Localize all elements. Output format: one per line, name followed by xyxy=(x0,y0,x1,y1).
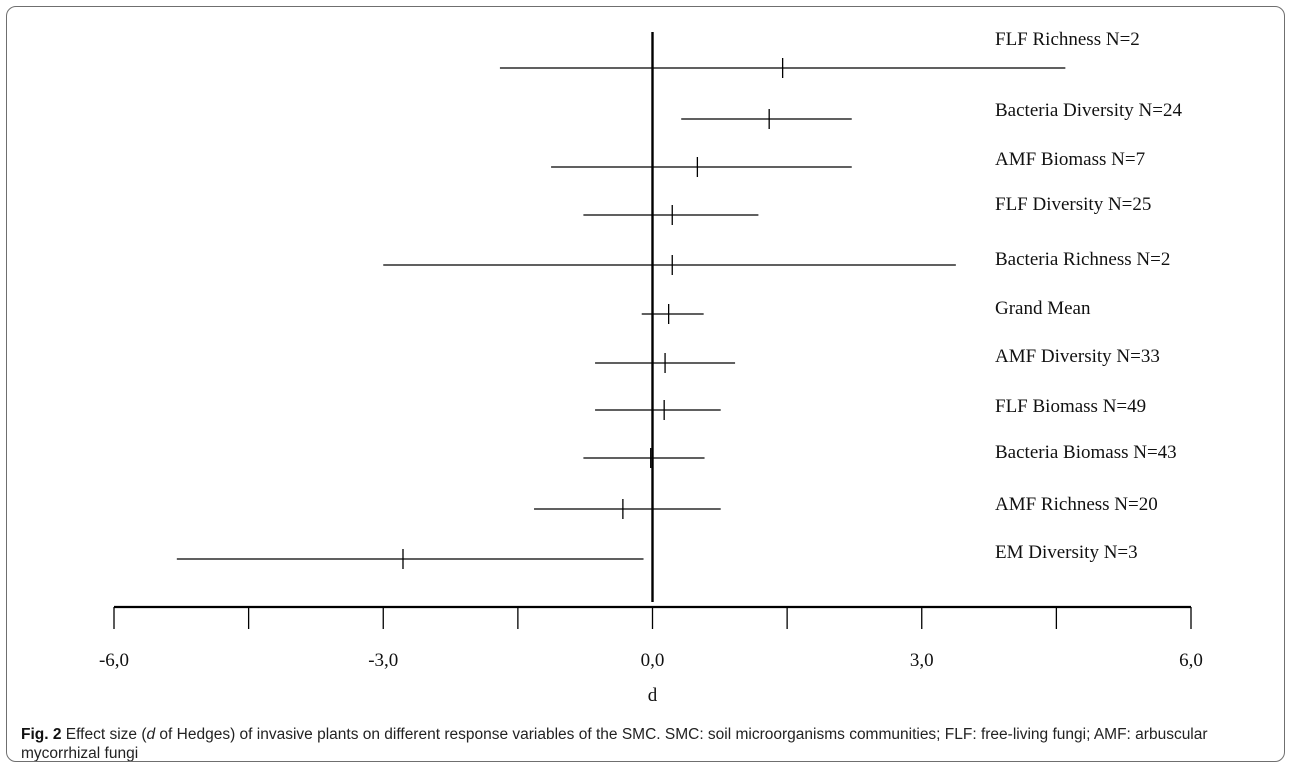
x-axis-label: d xyxy=(648,685,658,706)
forest-plot: -6,0 -3,0 0,0 3,0 6,0 d FLF Richness N=2 Bacter… xyxy=(99,29,1203,706)
caption-italic-d: d xyxy=(146,726,156,743)
row-label: FLF Richness N=2 xyxy=(995,29,1140,50)
row-label: FLF Biomass N=49 xyxy=(995,396,1146,417)
figure-frame: -6,0 -3,0 0,0 3,0 6,0 d FLF Richness N=2 Bacter… xyxy=(6,6,1285,762)
figure-caption: Fig. 2 Effect size (d of Hedges) of inva… xyxy=(21,725,1276,762)
row-label: Bacteria Richness N=2 xyxy=(995,249,1170,270)
x-tick-label: 3,0 xyxy=(910,650,934,671)
row-label: Bacteria Diversity N=24 xyxy=(995,100,1182,121)
caption-text-start: Effect size ( xyxy=(61,726,147,743)
row-label: AMF Richness N=20 xyxy=(995,494,1158,515)
x-tick-label: -6,0 xyxy=(99,650,129,671)
x-tick-label: -3,0 xyxy=(368,650,398,671)
caption-text-rest: of Hedges) of invasive plants on differe… xyxy=(21,726,1208,762)
row-label: Bacteria Biomass N=43 xyxy=(995,442,1177,463)
row-label: EM Diversity N=3 xyxy=(995,542,1138,563)
x-tick-label: 6,0 xyxy=(1179,650,1203,671)
row-label: AMF Biomass N=7 xyxy=(995,149,1145,170)
figure-label: Fig. 2 xyxy=(21,726,62,743)
row-label: AMF Diversity N=33 xyxy=(995,346,1160,367)
x-tick-label: 0,0 xyxy=(641,650,665,671)
row-label: Grand Mean xyxy=(995,298,1091,319)
row-label: FLF Diversity N=25 xyxy=(995,194,1151,215)
